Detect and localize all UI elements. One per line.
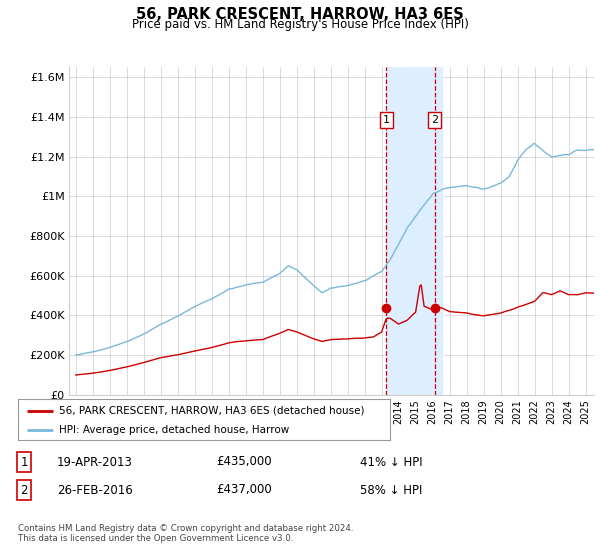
Text: 1: 1 xyxy=(383,115,390,125)
Text: 41% ↓ HPI: 41% ↓ HPI xyxy=(360,455,422,469)
Bar xyxy=(386,67,442,395)
Text: 56, PARK CRESCENT, HARROW, HA3 6ES (detached house): 56, PARK CRESCENT, HARROW, HA3 6ES (deta… xyxy=(59,405,364,416)
Text: Contains HM Land Registry data © Crown copyright and database right 2024.
This d: Contains HM Land Registry data © Crown c… xyxy=(18,524,353,543)
Text: £435,000: £435,000 xyxy=(216,455,272,469)
Text: Price paid vs. HM Land Registry's House Price Index (HPI): Price paid vs. HM Land Registry's House … xyxy=(131,18,469,31)
Text: HPI: Average price, detached house, Harrow: HPI: Average price, detached house, Harr… xyxy=(59,424,289,435)
Text: 2: 2 xyxy=(20,483,28,497)
Text: £437,000: £437,000 xyxy=(216,483,272,497)
Text: 19-APR-2013: 19-APR-2013 xyxy=(57,455,133,469)
Text: 26-FEB-2016: 26-FEB-2016 xyxy=(57,483,133,497)
Text: 58% ↓ HPI: 58% ↓ HPI xyxy=(360,483,422,497)
Text: 2: 2 xyxy=(431,115,438,125)
Text: 56, PARK CRESCENT, HARROW, HA3 6ES: 56, PARK CRESCENT, HARROW, HA3 6ES xyxy=(136,7,464,22)
Text: 1: 1 xyxy=(20,455,28,469)
